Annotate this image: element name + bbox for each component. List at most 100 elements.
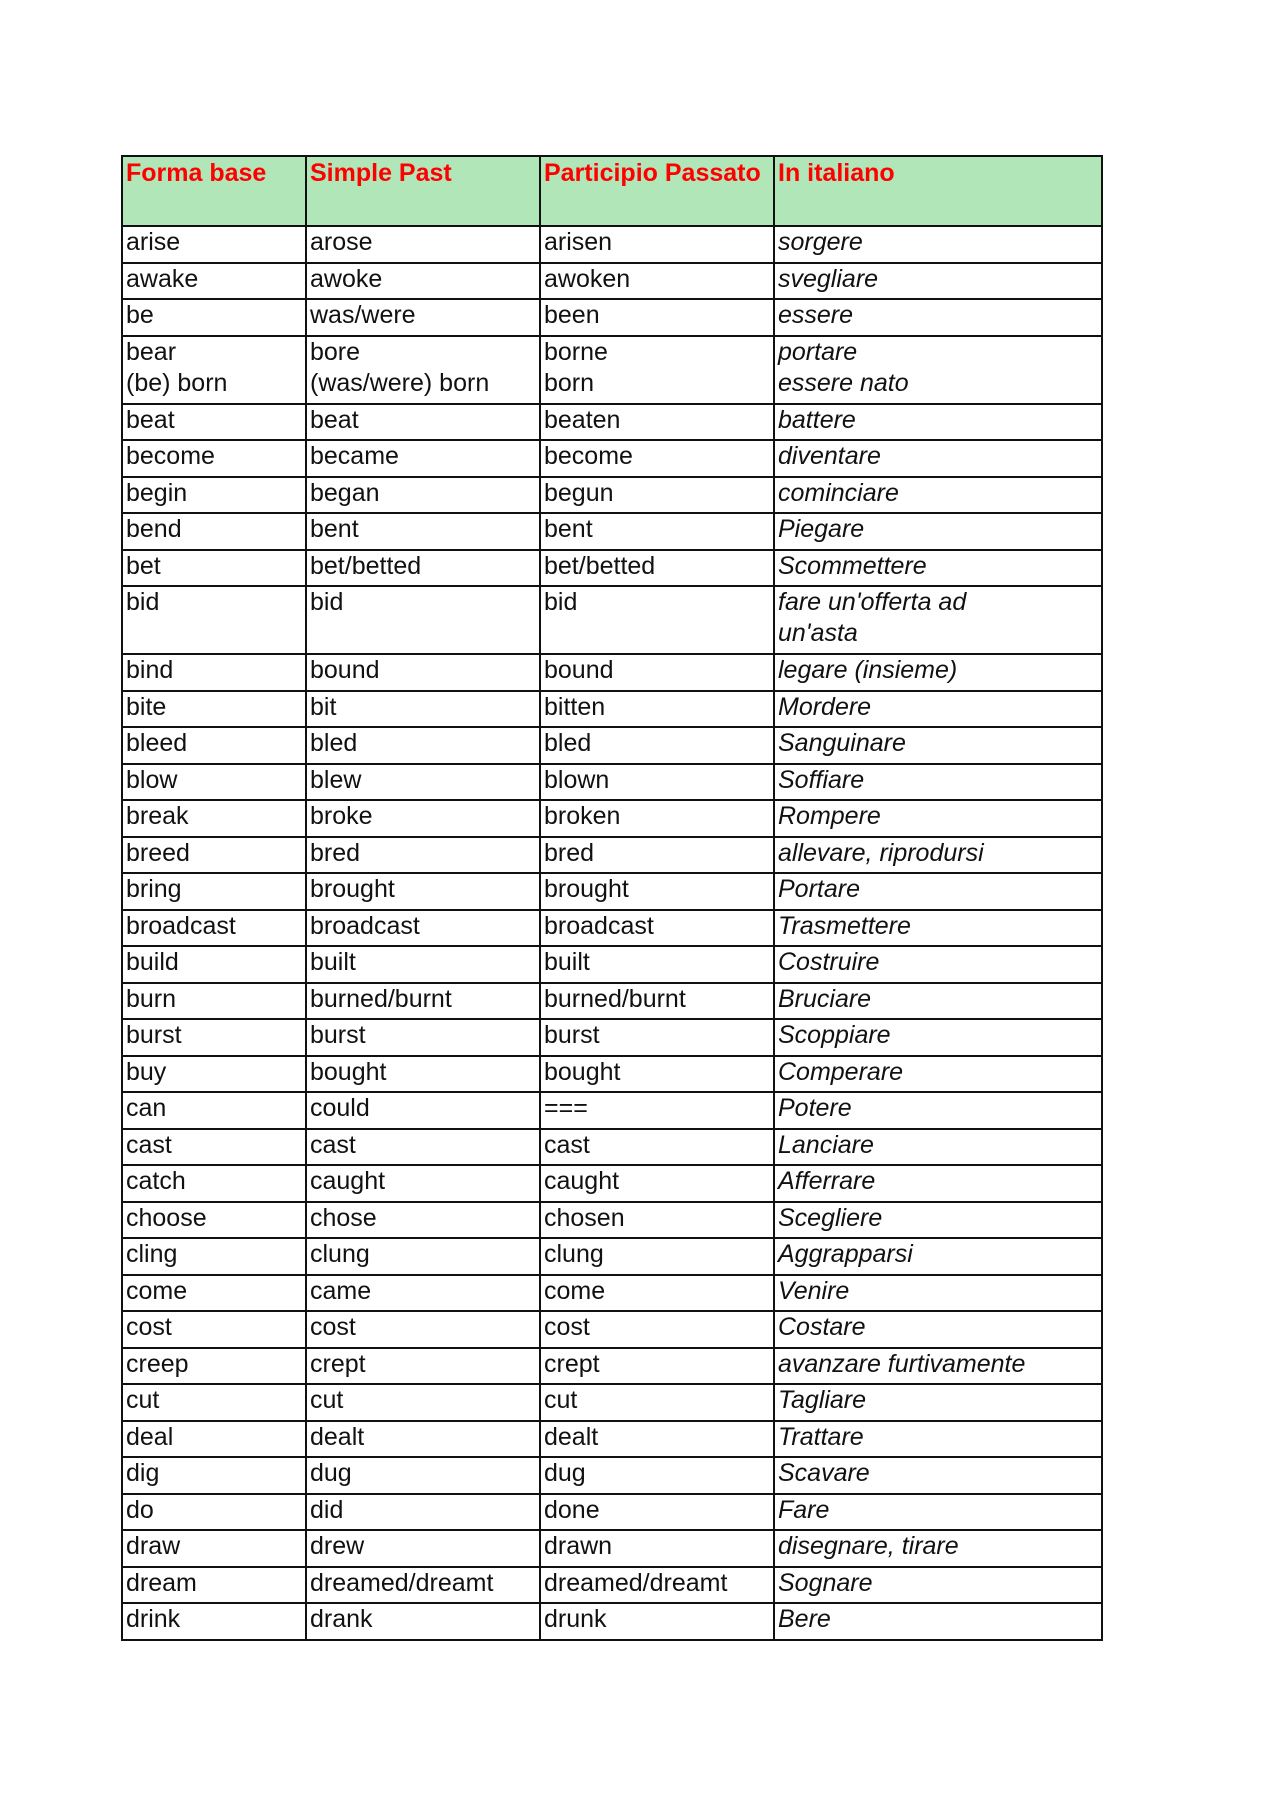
forma-base-cell: bid bbox=[121, 585, 307, 655]
italiano-cell: sorgere bbox=[773, 225, 1103, 264]
simple-past-cell: brought bbox=[305, 872, 541, 911]
table-row: bend bent bent Piegare bbox=[121, 512, 1103, 551]
participio-cell: built bbox=[539, 945, 775, 984]
table-row: cut cut cut Tagliare bbox=[121, 1383, 1103, 1422]
simple-past-cell: bent bbox=[305, 512, 541, 551]
participio-cell: brought bbox=[539, 872, 775, 911]
participio-cell: bid bbox=[539, 585, 775, 655]
table-row: choose chose chosen Scegliere bbox=[121, 1200, 1103, 1239]
table-row: burst burst burst Scoppiare bbox=[121, 1018, 1103, 1057]
forma-base-cell: bring bbox=[121, 872, 307, 911]
forma-base-cell: drink bbox=[121, 1602, 307, 1641]
table-row: be was/were been essere bbox=[121, 298, 1103, 337]
table-row: creep crept crept avanzare furtivamente bbox=[121, 1346, 1103, 1385]
italiano-cell: Bere bbox=[773, 1602, 1103, 1641]
simple-past-cell: dug bbox=[305, 1456, 541, 1495]
forma-base-cell: bet bbox=[121, 548, 307, 587]
participio-cell: cost bbox=[539, 1310, 775, 1349]
italiano-cell: essere bbox=[773, 298, 1103, 337]
italiano-cell: avanzare furtivamente bbox=[773, 1346, 1103, 1385]
table-row: come came come Venire bbox=[121, 1273, 1103, 1312]
simple-past-cell: awoke bbox=[305, 261, 541, 300]
table-row: catch caught caught Afferrare bbox=[121, 1164, 1103, 1203]
italiano-cell: Trattare bbox=[773, 1419, 1103, 1458]
participio-cell: dealt bbox=[539, 1419, 775, 1458]
simple-past-cell: arose bbox=[305, 225, 541, 264]
forma-base-cell: burn bbox=[121, 981, 307, 1020]
italiano-cell: Soffiare bbox=[773, 762, 1103, 801]
header-forma-base: Forma base bbox=[121, 155, 307, 227]
forma-base-cell: creep bbox=[121, 1346, 307, 1385]
simple-past-cell: cut bbox=[305, 1383, 541, 1422]
simple-past-cell: bit bbox=[305, 689, 541, 728]
italiano-cell: Afferrare bbox=[773, 1164, 1103, 1203]
italiano-cell: Tagliare bbox=[773, 1383, 1103, 1422]
forma-base-cell: awake bbox=[121, 261, 307, 300]
header-in-italiano: In italiano bbox=[773, 155, 1103, 227]
simple-past-cell: bound bbox=[305, 653, 541, 692]
participio-cell: bound bbox=[539, 653, 775, 692]
forma-base-cell: build bbox=[121, 945, 307, 984]
forma-base-cell: dream bbox=[121, 1565, 307, 1604]
forma-base-cell: beat bbox=[121, 402, 307, 441]
header-participio-passato: Participio Passato bbox=[539, 155, 775, 227]
table-row: bear (be) born bore (was/were) born borne … bbox=[121, 334, 1103, 405]
participio-cell: crept bbox=[539, 1346, 775, 1385]
table-row: cling clung clung Aggrapparsi bbox=[121, 1237, 1103, 1276]
table-row: can could === Potere bbox=[121, 1091, 1103, 1130]
simple-past-cell: blew bbox=[305, 762, 541, 801]
forma-base-cell: breed bbox=[121, 835, 307, 874]
forma-base-cell: bend bbox=[121, 512, 307, 551]
italiano-cell: Comperare bbox=[773, 1054, 1103, 1093]
participio-cell: clung bbox=[539, 1237, 775, 1276]
italiano-cell: portare essere nato bbox=[773, 334, 1103, 405]
irregular-verbs-table: Forma base Simple Past Participio Passat… bbox=[121, 155, 1103, 1641]
simple-past-cell: drew bbox=[305, 1529, 541, 1568]
simple-past-cell: bet/betted bbox=[305, 548, 541, 587]
participio-cell: become bbox=[539, 439, 775, 478]
participio-cell: arisen bbox=[539, 225, 775, 264]
participio-cell: done bbox=[539, 1492, 775, 1531]
italiano-cell: cominciare bbox=[773, 475, 1103, 514]
table-row: bleed bled bled Sanguinare bbox=[121, 726, 1103, 765]
forma-base-cell: become bbox=[121, 439, 307, 478]
forma-base-cell: bleed bbox=[121, 726, 307, 765]
table-row: burn burned/burnt burned/burnt Bruciare bbox=[121, 981, 1103, 1020]
participio-cell: blown bbox=[539, 762, 775, 801]
table-row: bid bid bid fare un'offerta ad un'asta bbox=[121, 585, 1103, 655]
forma-base-cell: bite bbox=[121, 689, 307, 728]
simple-past-cell: crept bbox=[305, 1346, 541, 1385]
forma-base-cell: catch bbox=[121, 1164, 307, 1203]
table-row: dream dreamed/dreamt dreamed/dreamt Sognare bbox=[121, 1565, 1103, 1604]
participio-cell: broadcast bbox=[539, 908, 775, 947]
simple-past-cell: came bbox=[305, 1273, 541, 1312]
italiano-cell: allevare, riprodursi bbox=[773, 835, 1103, 874]
simple-past-cell: bid bbox=[305, 585, 541, 655]
table-row: broadcast broadcast broadcast Trasmettere bbox=[121, 908, 1103, 947]
table-row: beat beat beaten battere bbox=[121, 402, 1103, 441]
table-row: bet bet/betted bet/betted Scommettere bbox=[121, 548, 1103, 587]
table-row: do did done Fare bbox=[121, 1492, 1103, 1531]
simple-past-cell: cast bbox=[305, 1127, 541, 1166]
simple-past-cell: did bbox=[305, 1492, 541, 1531]
italiano-cell: Piegare bbox=[773, 512, 1103, 551]
simple-past-cell: beat bbox=[305, 402, 541, 441]
table-row: bring brought brought Portare bbox=[121, 872, 1103, 911]
participio-cell: burned/burnt bbox=[539, 981, 775, 1020]
forma-base-cell: do bbox=[121, 1492, 307, 1531]
table-row: arise arose arisen sorgere bbox=[121, 225, 1103, 264]
table-row: cast cast cast Lanciare bbox=[121, 1127, 1103, 1166]
italiano-cell: Costruire bbox=[773, 945, 1103, 984]
forma-base-cell: dig bbox=[121, 1456, 307, 1495]
participio-cell: dreamed/dreamt bbox=[539, 1565, 775, 1604]
simple-past-cell: broadcast bbox=[305, 908, 541, 947]
table-row: bite bit bitten Mordere bbox=[121, 689, 1103, 728]
participio-cell: drawn bbox=[539, 1529, 775, 1568]
forma-base-cell: break bbox=[121, 799, 307, 838]
simple-past-cell: was/were bbox=[305, 298, 541, 337]
italiano-cell: battere bbox=[773, 402, 1103, 441]
italiano-cell: Sanguinare bbox=[773, 726, 1103, 765]
participio-cell: bitten bbox=[539, 689, 775, 728]
participio-cell: been bbox=[539, 298, 775, 337]
simple-past-cell: became bbox=[305, 439, 541, 478]
